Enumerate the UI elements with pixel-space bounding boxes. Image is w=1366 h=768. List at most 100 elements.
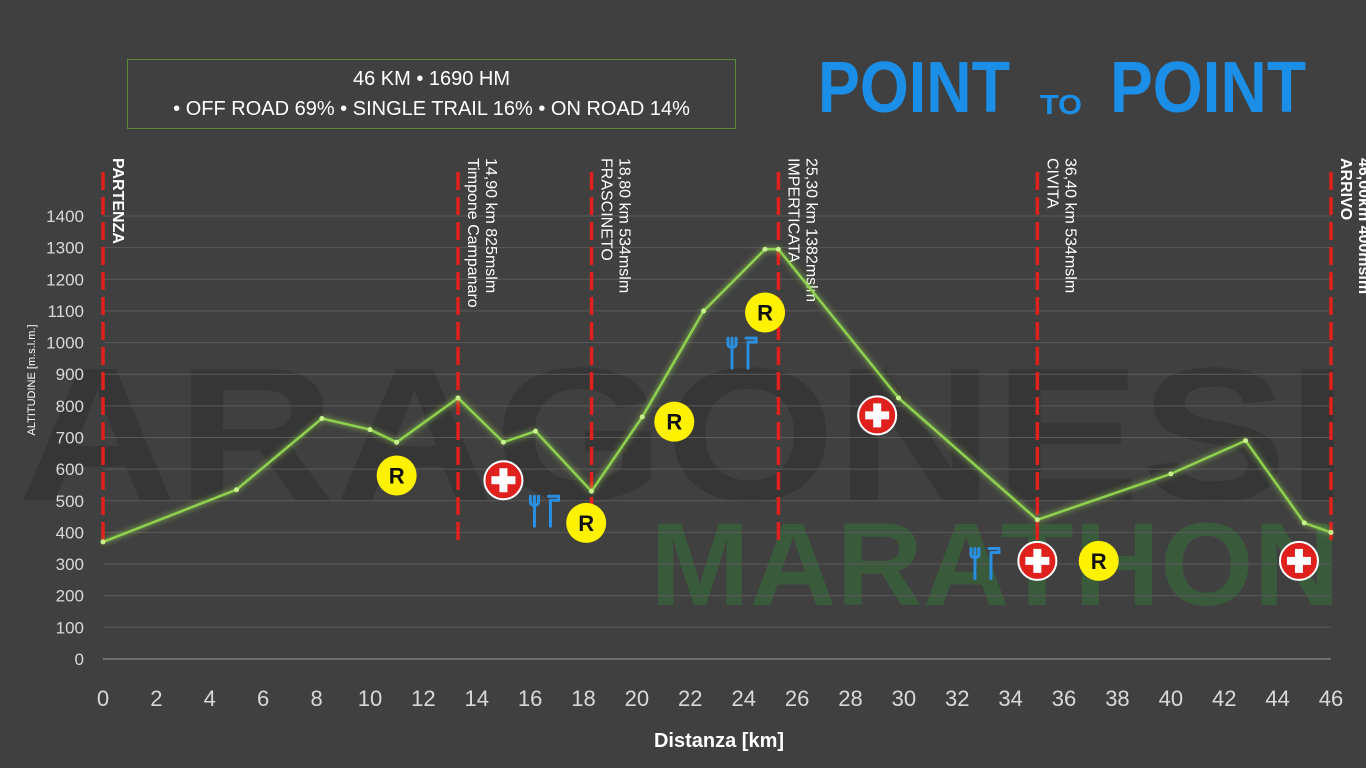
refreshment-icon: R	[745, 292, 786, 333]
elevation-point	[762, 246, 768, 252]
elevation-point	[532, 428, 538, 434]
x-tick-label: 0	[97, 686, 109, 711]
x-axis-title: Distanza [km]	[654, 730, 784, 752]
x-tick-label: 24	[731, 686, 755, 711]
elevation-point	[233, 487, 239, 493]
x-tick-label: 16	[518, 686, 542, 711]
x-tick-label: 2	[150, 686, 162, 711]
checkpoint-label-line: FRASCINETO	[598, 158, 615, 261]
x-tick-label: 34	[998, 686, 1022, 711]
x-tick-label: 12	[411, 686, 435, 711]
refreshment-icon-circle	[1078, 540, 1119, 581]
elevation-point	[1328, 529, 1334, 535]
refreshment-icon-circle	[654, 401, 695, 442]
y-tick-label: 1400	[46, 207, 84, 226]
y-tick-label: 900	[56, 365, 84, 384]
tools-icon-hammer	[546, 494, 560, 528]
elevation-point	[455, 395, 461, 401]
y-tick-label: 400	[56, 523, 84, 542]
y-tick-label: 700	[56, 429, 84, 448]
elevation-point	[1301, 520, 1307, 526]
elevation-point	[1034, 517, 1040, 523]
y-tick-label: 600	[56, 460, 84, 479]
refreshment-icon: R	[654, 401, 695, 442]
first-aid-icon	[1017, 540, 1058, 581]
point-to-point-logo: POINT TO POINT	[818, 48, 1306, 124]
refreshment-icon-letter: R	[666, 410, 682, 435]
first-aid-icon-bar	[1294, 548, 1303, 573]
tools-icon-wrench	[969, 546, 981, 580]
logo-word-point-1: POINT	[818, 48, 1010, 124]
refreshment-icon: R	[1078, 540, 1119, 581]
x-tick-label: 6	[257, 686, 269, 711]
x-tick-label: 20	[625, 686, 649, 711]
logo-word-point-2: POINT	[1110, 48, 1306, 124]
first-aid-icon	[483, 460, 524, 501]
elevation-point	[589, 488, 595, 494]
x-tick-label: 42	[1212, 686, 1236, 711]
tools-icon-hammer	[987, 546, 1001, 580]
elevation-point	[701, 308, 707, 314]
first-aid-icon-bar	[873, 403, 882, 428]
checkpoint-label: Timpone Campanaro 14,90 km 825mslm	[464, 158, 499, 308]
x-tick-label: 40	[1159, 686, 1183, 711]
tools-icon-hammer	[744, 336, 758, 370]
x-tick-label: 22	[678, 686, 702, 711]
y-tick-label: 200	[56, 587, 84, 606]
elevation-point	[775, 246, 781, 252]
y-tick-label: 100	[56, 618, 84, 637]
y-tick-label: 1000	[46, 334, 84, 353]
x-tick-label: 38	[1105, 686, 1129, 711]
refreshment-icon-circle	[745, 292, 786, 333]
x-tick-label: 26	[785, 686, 809, 711]
x-tick-label: 4	[204, 686, 216, 711]
logo-word-to: TO	[1040, 89, 1082, 120]
elevation-point	[394, 439, 400, 445]
elevation-point	[500, 439, 506, 445]
x-tick-label: 14	[464, 686, 488, 711]
y-tick-label: 300	[56, 555, 84, 574]
x-tick-label: 44	[1265, 686, 1289, 711]
tools-icon	[528, 494, 560, 528]
checkpoint-label-line: PARTENZA	[109, 158, 126, 244]
first-aid-icon-bar	[1033, 548, 1042, 573]
checkpoint-label-line: 36,40 km 534mslm	[1061, 158, 1078, 293]
checkpoint-label-line: CIVITA	[1043, 158, 1060, 209]
elevation-point	[1243, 438, 1249, 444]
watermark-marathon: MARATHON	[650, 499, 1340, 631]
y-tick-label: 500	[56, 492, 84, 511]
refreshment-icon-letter: R	[757, 301, 773, 326]
refreshment-icon: R	[566, 502, 607, 543]
x-tick-label: 32	[945, 686, 969, 711]
elevation-point	[319, 416, 325, 422]
checkpoint-label-line: Timpone Campanaro	[464, 158, 481, 308]
checkpoint-label: ARRIVO 46,00km 400mslm	[1337, 158, 1366, 294]
x-tick-label: 36	[1052, 686, 1076, 711]
checkpoint-label-line: 46,00km 400mslm	[1355, 158, 1366, 294]
y-tick-label: 1300	[46, 239, 84, 258]
refreshment-icon-circle	[376, 455, 417, 496]
race-distance-elevation: 46 KM • 1690 HM	[352, 68, 511, 90]
elevation-point	[1168, 471, 1174, 477]
y-tick-label: 800	[56, 397, 84, 416]
refreshment-icon: R	[376, 455, 417, 496]
refreshment-icon-letter: R	[578, 511, 594, 536]
refreshment-icon-letter: R	[1091, 549, 1107, 574]
y-tick-label: 1200	[46, 270, 84, 289]
checkpoint-label-line: 18,80 km 534mslm	[616, 158, 633, 293]
x-tick-label: 18	[571, 686, 595, 711]
elevation-point	[639, 414, 645, 420]
tools-icon	[969, 546, 1001, 580]
elevation-point	[896, 395, 902, 401]
checkpoint-label-line: ARRIVO	[1337, 158, 1354, 220]
tools-icon-wrench	[726, 336, 738, 370]
elevation-point	[100, 539, 106, 545]
first-aid-icon	[857, 395, 898, 436]
x-tick-label: 8	[310, 686, 322, 711]
y-axis-title: ALTITUDINE [m.s.l.m.]	[26, 324, 38, 435]
checkpoint-label: PARTENZA	[109, 158, 126, 244]
checkpoint-label: FRASCINETO 18,80 km 534mslm	[598, 158, 633, 293]
checkpoint-label-line: 14,90 km 825mslm	[482, 158, 499, 293]
